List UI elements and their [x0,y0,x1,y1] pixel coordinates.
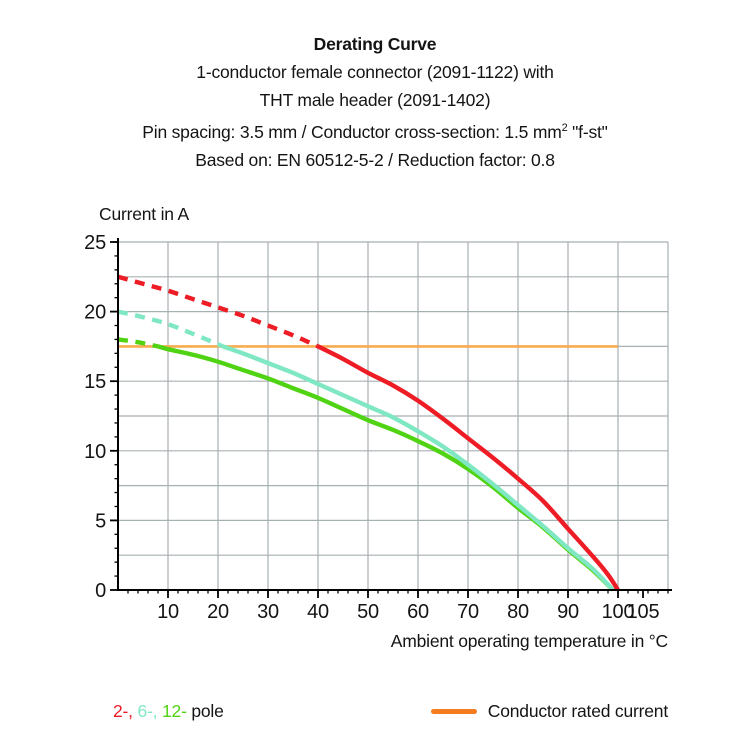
y-tick-5: 5 [95,510,106,532]
y-tick-25: 25 [84,232,106,254]
title-line-spacing: Pin spacing: 3.5 mm / Conductor cross-se… [0,114,750,146]
rated-current-swatch [430,709,477,714]
x-axis-title: Ambient operating temperature in °C [390,631,668,651]
rated-current-legend: Conductor rated current [430,701,668,722]
y-tick-15: 15 [84,371,106,393]
series-2-pole-dashed [117,274,319,349]
pole-legend: 2-, 6-, 12- pole [113,701,224,722]
x-tick-80: 80 [507,601,529,623]
page-title: Derating Curve [313,34,437,54]
gridlines [118,241,669,590]
pole-legend-items: 2-, 6-, 12- [113,701,191,721]
title-line-spacing-suffix: "f-st" [567,121,608,142]
superscript-2: 2 [561,122,568,134]
title-line-connector: 1-conductor female connector (2091-1122)… [196,62,554,82]
x-tick-70: 70 [457,601,479,623]
x-tick-10: 10 [157,601,179,623]
axes [117,238,672,591]
series-6-pole-dashed [117,309,224,349]
pole-legend-item-3: 12- [162,701,192,721]
rated-current-label: Conductor rated current [487,701,668,721]
pole-legend-item-2: 6-, [137,701,162,721]
y-tick-labels: 0 5 10 15 20 25 [84,232,106,602]
y-axis-title: Current in A [99,204,190,224]
series-6-pole [117,309,615,592]
y-tick-0: 0 [95,580,106,602]
series-2-pole-solid [317,344,620,592]
title-line-spacing-text: Pin spacing: 3.5 mm / Conductor cross-se… [142,121,562,142]
series-6-pole-solid [222,344,615,592]
x-tick-30: 30 [257,601,279,623]
title-line-standard: Based on: EN 60512-5-2 / Reduction facto… [195,149,555,170]
x-tick-100: 100 [602,601,635,623]
x-tick-60: 60 [407,601,429,623]
title-line-header: THT male header (2091-1402) [259,90,491,110]
x-tick-20: 20 [207,601,229,623]
x-tick-90: 90 [557,601,579,623]
axis-ticks [110,241,669,598]
series-2-pole [117,274,620,592]
x-tick-50: 50 [357,601,379,623]
title-block: Derating Curve 1-conductor female connec… [0,30,750,174]
pole-legend-item-1: 2-, [113,701,138,721]
y-tick-10: 10 [84,441,106,463]
x-tick-105: 105 [627,601,660,623]
series-12-pole-dashed [117,337,159,349]
x-tick-40: 40 [307,601,329,623]
y-tick-20: 20 [84,302,106,324]
series-12-pole [117,337,615,592]
pole-legend-suffix: pole [191,701,224,721]
